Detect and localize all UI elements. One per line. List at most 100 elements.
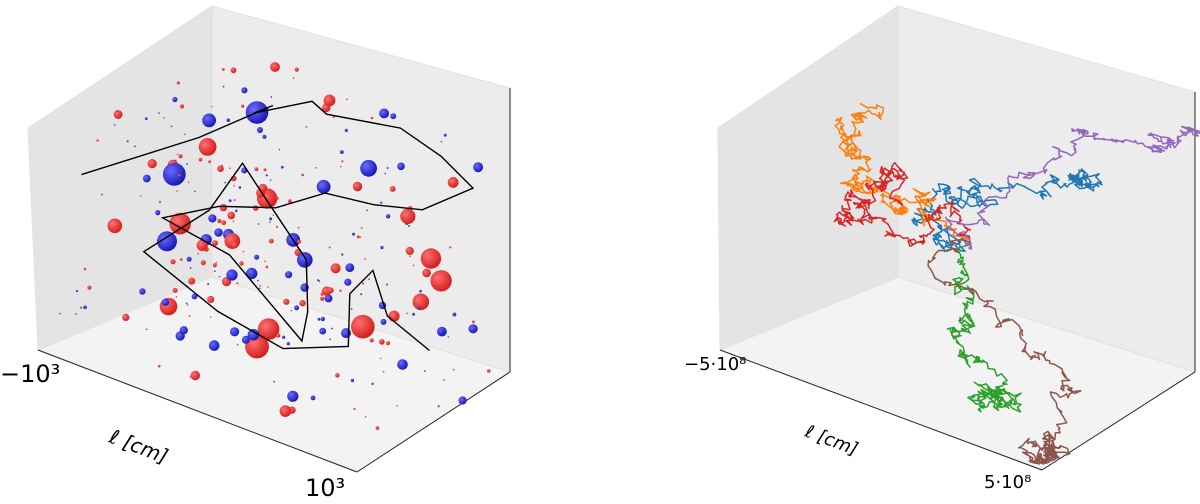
positive-charge-point xyxy=(178,154,183,159)
negative-charge-point xyxy=(269,217,273,221)
positive-charge-point xyxy=(443,379,445,381)
negative-charge-point xyxy=(437,405,440,408)
negative-charge-point xyxy=(318,280,321,283)
negative-charge-point xyxy=(282,335,286,339)
negative-charge-point xyxy=(452,312,457,317)
negative-charge-point xyxy=(158,112,160,114)
negative-charge-point xyxy=(179,326,188,335)
positive-charge-point xyxy=(188,277,196,285)
positive-charge-point xyxy=(208,160,212,164)
positive-charge-point xyxy=(297,226,300,229)
positive-charge-point xyxy=(389,186,396,192)
positive-charge-point xyxy=(212,240,219,247)
negative-charge-point xyxy=(262,134,267,139)
positive-charge-point xyxy=(254,167,259,172)
positive-charge-point xyxy=(272,214,275,217)
negative-charge-point xyxy=(270,96,273,98)
negative-charge-point xyxy=(161,298,170,306)
negative-charge-point xyxy=(246,267,258,280)
negative-charge-point xyxy=(297,252,313,268)
positive-charge-point xyxy=(176,190,178,192)
random-walk-line xyxy=(911,168,1103,253)
negative-charge-point xyxy=(207,283,210,285)
right-x-tick-max: 5·10⁸ xyxy=(984,472,1031,493)
random-walk-line xyxy=(833,161,972,247)
negative-charge-point xyxy=(269,179,272,181)
negative-charge-point xyxy=(286,342,290,346)
positive-charge-point xyxy=(96,139,99,142)
negative-charge-point xyxy=(133,145,136,148)
negative-charge-point xyxy=(310,395,316,401)
positive-charge-point xyxy=(83,267,87,271)
negative-charge-point xyxy=(397,162,405,171)
negative-charge-point xyxy=(269,221,271,223)
positive-charge-point xyxy=(236,282,239,285)
negative-charge-point xyxy=(202,113,217,128)
negative-charge-point xyxy=(386,167,389,169)
positive-charge-point xyxy=(276,197,279,200)
negative-charge-point xyxy=(247,328,260,341)
positive-charge-point xyxy=(265,265,269,269)
positive-charge-point xyxy=(379,339,385,345)
positive-charge-point xyxy=(487,369,491,373)
positive-charge-point xyxy=(472,320,475,324)
right-walk-lines xyxy=(833,102,1200,465)
positive-charge-point xyxy=(267,286,269,288)
negative-charge-point xyxy=(319,327,327,335)
negative-charge-point xyxy=(194,190,196,193)
positive-charge-point xyxy=(236,343,239,346)
positive-charge-point xyxy=(221,220,227,226)
negative-charge-point xyxy=(397,359,408,370)
positive-charge-point xyxy=(233,199,236,201)
negative-charge-point xyxy=(208,214,217,223)
negative-charge-point xyxy=(324,294,333,303)
positive-charge-point xyxy=(292,77,295,79)
left-y-axis-line xyxy=(356,371,511,473)
positive-charge-point xyxy=(323,94,336,107)
positive-charge-point xyxy=(452,368,455,371)
positive-charge-point xyxy=(386,341,391,346)
positive-charge-point xyxy=(179,104,185,109)
negative-charge-point xyxy=(254,254,260,260)
negative-charge-point xyxy=(368,278,370,281)
left-x-tick-min: −10³ xyxy=(0,360,60,388)
negative-charge-point xyxy=(224,181,226,184)
positive-charge-point xyxy=(320,292,324,296)
positive-charge-point xyxy=(430,270,452,292)
positive-charge-point xyxy=(172,287,178,293)
negative-charge-point xyxy=(380,201,383,204)
positive-charge-point xyxy=(212,263,217,268)
positive-charge-point xyxy=(369,338,374,343)
left-x-tick-max: 10³ xyxy=(305,474,345,502)
negative-charge-point xyxy=(241,87,248,94)
negative-charge-point xyxy=(341,253,344,256)
negative-charge-point xyxy=(59,312,61,315)
negative-charge-point xyxy=(238,186,242,189)
negative-charge-point xyxy=(360,293,363,296)
random-walk-line xyxy=(945,125,1200,250)
negative-charge-point xyxy=(468,324,478,334)
negative-charge-point xyxy=(386,283,388,286)
negative-charge-point xyxy=(390,113,397,120)
positive-charge-point xyxy=(388,310,400,322)
positive-charge-point xyxy=(351,314,375,339)
positive-charge-point xyxy=(359,236,362,238)
positive-charge-point xyxy=(210,105,213,108)
positive-charge-point xyxy=(179,258,183,261)
positive-charge-point xyxy=(422,268,431,278)
negative-charge-point xyxy=(380,245,384,250)
negative-charge-point xyxy=(320,316,325,322)
negative-charge-point xyxy=(155,210,161,216)
positive-charge-point xyxy=(229,167,231,169)
negative-charge-point xyxy=(287,390,299,402)
right-x-axis-label: ℓ [cm] xyxy=(801,421,860,461)
positive-charge-point xyxy=(209,316,212,318)
negative-charge-point xyxy=(172,96,178,103)
positive-charge-point xyxy=(360,227,363,229)
negative-charge-point xyxy=(360,159,377,177)
positive-charge-point xyxy=(409,255,412,258)
positive-charge-point xyxy=(79,306,83,309)
positive-charge-point xyxy=(320,296,325,301)
positive-charge-point xyxy=(169,212,191,235)
negative-charge-point xyxy=(258,287,261,290)
